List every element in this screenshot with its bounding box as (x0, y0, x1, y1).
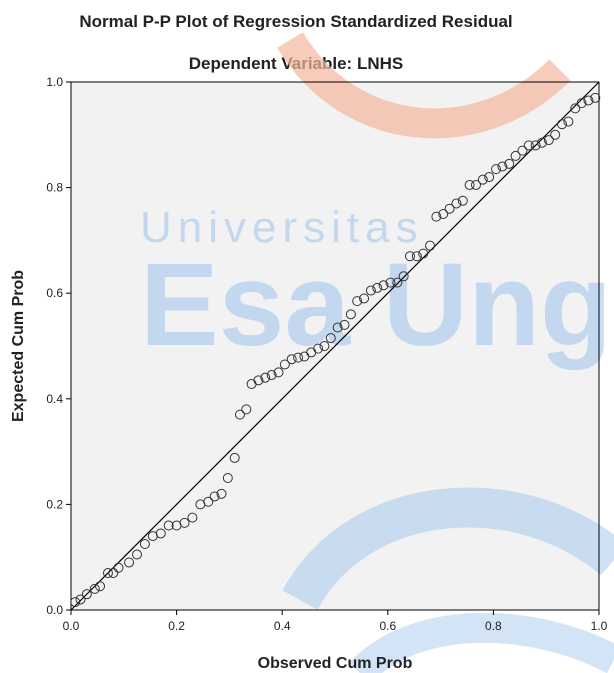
data-point (517, 145, 528, 156)
data-point (451, 198, 462, 209)
x-tick-label: 1.0 (591, 619, 608, 633)
data-point (444, 203, 455, 214)
x-tick-label: 0.8 (485, 619, 502, 633)
data-point (550, 129, 561, 140)
data-point (124, 557, 135, 568)
data-point (497, 161, 508, 172)
x-tick-label: 0.2 (168, 619, 185, 633)
data-point (392, 277, 403, 288)
watermark-arc-blue (282, 487, 614, 611)
data-point (378, 280, 389, 291)
data-point (470, 179, 481, 190)
data-point (187, 512, 198, 523)
data-point (70, 597, 81, 608)
data-point (563, 116, 574, 127)
data-point (253, 375, 264, 386)
data-point (113, 562, 124, 573)
watermark-line1: Universitas (140, 203, 424, 252)
data-point (457, 195, 468, 206)
watermark-line2: Esa Unggul (140, 239, 614, 371)
data-point (339, 319, 350, 330)
data-point (583, 95, 594, 106)
y-tick-label: 1.0 (46, 75, 63, 89)
data-point (570, 103, 581, 114)
data-point (286, 354, 297, 365)
data-point (365, 285, 376, 296)
y-tick-label: 0.0 (46, 603, 63, 617)
data-point (352, 296, 363, 307)
x-tick-label: 0.0 (63, 619, 80, 633)
y-tick-label: 0.8 (46, 181, 63, 195)
y-tick-label: 0.4 (46, 392, 63, 406)
data-point (155, 528, 166, 539)
reference-line (70, 81, 600, 611)
data-point (425, 240, 436, 251)
data-point (359, 293, 370, 304)
watermark-arc-orange (277, 31, 571, 139)
data-point (418, 248, 429, 259)
data-point (332, 322, 343, 333)
data-point (530, 140, 541, 151)
data-point (260, 372, 271, 383)
watermark-arc-blue-lower (349, 612, 614, 673)
data-point (179, 517, 190, 528)
data-point (273, 367, 284, 378)
data-points (70, 92, 601, 608)
y-tick-label: 0.6 (46, 286, 63, 300)
data-point (536, 137, 547, 148)
data-point (510, 150, 521, 161)
data-point (404, 251, 415, 262)
data-point (266, 370, 277, 381)
data-point (319, 341, 330, 351)
x-tick-label: 0.6 (379, 619, 396, 633)
y-axis-label: Expected Cum Prob (10, 270, 27, 422)
data-point (241, 404, 252, 415)
data-point (81, 589, 92, 600)
plot-frame (70, 81, 600, 611)
data-point (398, 271, 409, 282)
watermark: Universitas Esa Unggul (140, 31, 614, 673)
data-point (431, 211, 442, 222)
data-point (75, 594, 86, 605)
data-point (576, 98, 587, 109)
data-point (139, 539, 150, 549)
data-point (222, 473, 233, 483)
data-point (411, 251, 422, 262)
data-point (590, 92, 601, 103)
data-point (464, 179, 475, 190)
data-point (293, 352, 304, 363)
data-point (102, 568, 113, 579)
data-point (385, 277, 396, 288)
data-point (216, 488, 227, 499)
x-tick-label: 0.4 (274, 619, 291, 633)
data-point (504, 158, 515, 169)
data-point (477, 174, 488, 185)
y-axis-ticks: 0.0 0.2 0.4 0.6 0.8 1.0 (46, 75, 71, 617)
data-point (203, 496, 214, 507)
data-point (89, 583, 100, 594)
x-axis-label: Observed Cum Prob (258, 655, 413, 672)
x-axis-ticks: 0.0 0.2 0.4 0.6 0.8 1.0 (63, 610, 608, 633)
data-point (132, 549, 142, 560)
chart-title: Normal P-P Plot of Regression Standardiz… (79, 12, 512, 31)
y-tick-label: 0.2 (46, 497, 63, 511)
data-point (557, 119, 568, 130)
data-point (345, 309, 356, 320)
data-point (491, 164, 502, 175)
data-point (279, 359, 290, 370)
data-point (209, 491, 220, 502)
data-point (234, 409, 245, 420)
data-point (484, 172, 495, 183)
data-point (523, 140, 534, 151)
data-point (313, 343, 324, 354)
data-point (95, 581, 106, 592)
data-point (325, 333, 336, 344)
data-point (229, 452, 240, 463)
data-point (438, 209, 449, 219)
data-point (108, 568, 119, 579)
data-point (163, 520, 174, 531)
data-point (543, 135, 554, 146)
data-point (372, 282, 383, 293)
